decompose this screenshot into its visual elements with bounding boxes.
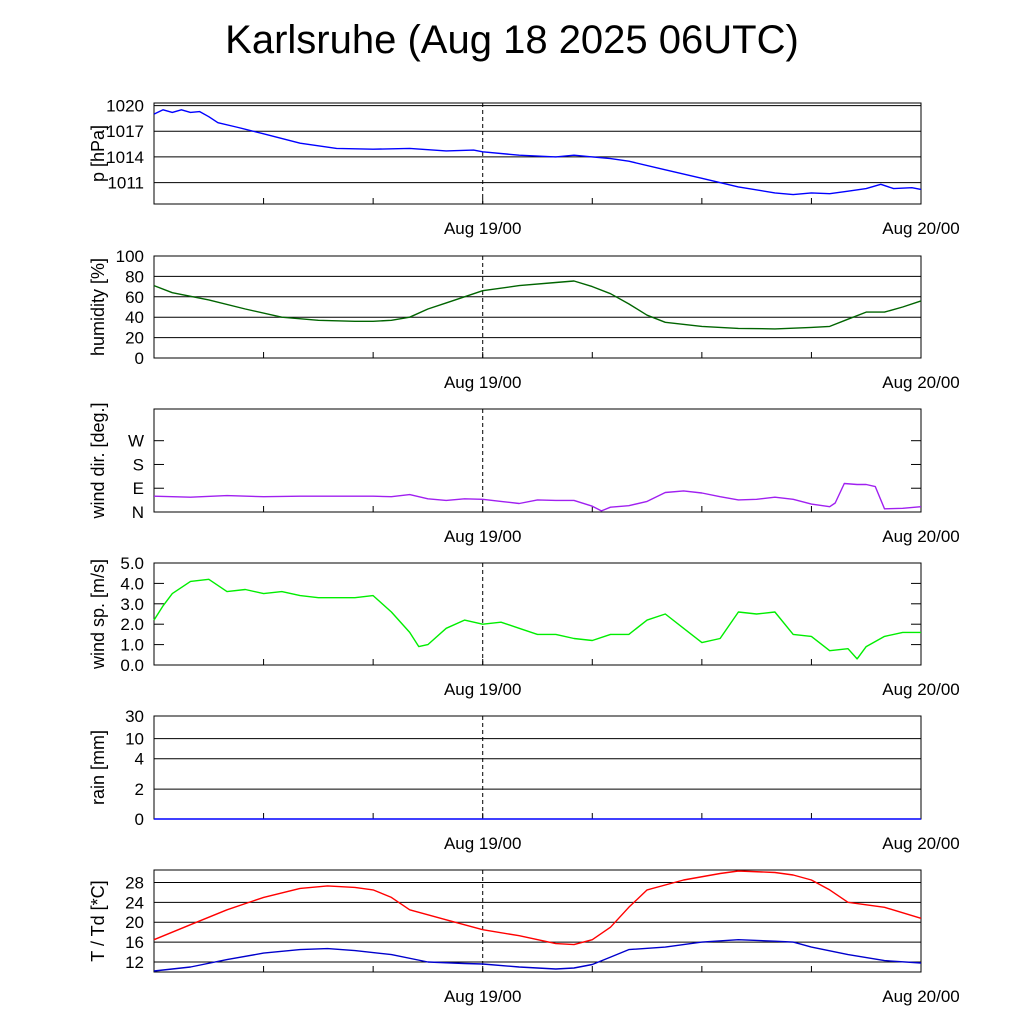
y-tick-label: 4.0 (120, 574, 144, 593)
y-tick-label: 3.0 (120, 595, 144, 614)
y-tick-label: 100 (116, 247, 144, 266)
panel-pressure: 1011 1014 1017 1020 Aug 19/00 Aug 20/00 p [hPa… (88, 97, 960, 238)
y-tick-label: N (132, 503, 144, 522)
y-tick-label: S (133, 455, 144, 474)
y-tick-label: 10 (125, 730, 144, 749)
x-tick-label: Aug 20/00 (882, 834, 960, 853)
y-tick-label: 0 (135, 349, 144, 368)
x-tick-label: Aug 20/00 (882, 219, 960, 238)
y-tick-label: 1014 (106, 148, 144, 167)
x-tick-label: Aug 19/00 (444, 219, 522, 238)
y-tick-label: 5.0 (120, 554, 144, 573)
plot-frame (153, 562, 922, 666)
y-tick-label: 60 (125, 288, 144, 307)
y-tick-label: 2.0 (120, 615, 144, 634)
y-tick-label: 1017 (106, 122, 144, 141)
y-axis-label: T / Td [*C] (88, 880, 108, 961)
series-line (153, 939, 922, 972)
y-tick-label: 40 (125, 308, 144, 327)
y-tick-label: 24 (125, 893, 144, 912)
x-tick-label: Aug 20/00 (882, 373, 960, 392)
plot-frame (153, 255, 922, 359)
y-tick-label: 20 (125, 329, 144, 348)
y-axis-label: wind sp. [m/s] (88, 559, 108, 670)
x-tick-label: Aug 19/00 (444, 680, 522, 699)
panel-rain: 0 2 410 30 Aug 19/00 Aug 20/00 rain [mm] (88, 707, 960, 853)
plot-frame (153, 869, 922, 973)
panel-wind_speed: 0.01.0 2.03.0 4.05.0 Aug 19/00 Aug 20/00 wind… (88, 554, 960, 699)
y-tick-label: 28 (125, 873, 144, 892)
y-tick-label: 0.0 (120, 656, 144, 675)
series-line (153, 280, 922, 330)
y-tick-label: 20 (125, 913, 144, 932)
x-tick-label: Aug 19/00 (444, 527, 522, 546)
y-tick-label: 80 (125, 267, 144, 286)
y-tick-label: E (133, 479, 144, 498)
y-axis-label: rain [mm] (88, 730, 108, 805)
y-tick-label: W (128, 432, 144, 451)
y-tick-label: 30 (125, 707, 144, 726)
series-line (153, 482, 922, 512)
chart-title: Karlsruhe (Aug 18 2025 06UTC) (225, 18, 799, 62)
y-tick-label: 16 (125, 933, 144, 952)
y-axis-label: p [hPa] (88, 125, 108, 182)
y-tick-label: 12 (125, 953, 144, 972)
series-line (153, 578, 921, 660)
series-line (153, 109, 922, 196)
y-axis-label: humidity [%] (88, 258, 108, 356)
plot-frame (153, 408, 922, 513)
x-tick-label: Aug 19/00 (444, 987, 522, 1006)
y-tick-label: 1020 (106, 97, 144, 116)
x-tick-label: Aug 20/00 (882, 987, 960, 1006)
y-axis-label: wind dir. [deg.] (88, 402, 108, 519)
y-tick-label: 1011 (107, 174, 144, 193)
y-tick-label: 4 (135, 750, 144, 769)
x-tick-label: Aug 19/00 (444, 834, 522, 853)
plot-frame (153, 715, 922, 820)
x-tick-label: Aug 20/00 (882, 680, 960, 699)
y-tick-label: 2 (135, 780, 144, 799)
x-tick-label: Aug 20/00 (882, 527, 960, 546)
series-line (153, 870, 922, 946)
plot-frame (153, 102, 922, 205)
x-tick-label: Aug 19/00 (444, 373, 522, 392)
y-tick-label: 1.0 (120, 636, 144, 655)
y-tick-label: 0 (135, 810, 144, 829)
